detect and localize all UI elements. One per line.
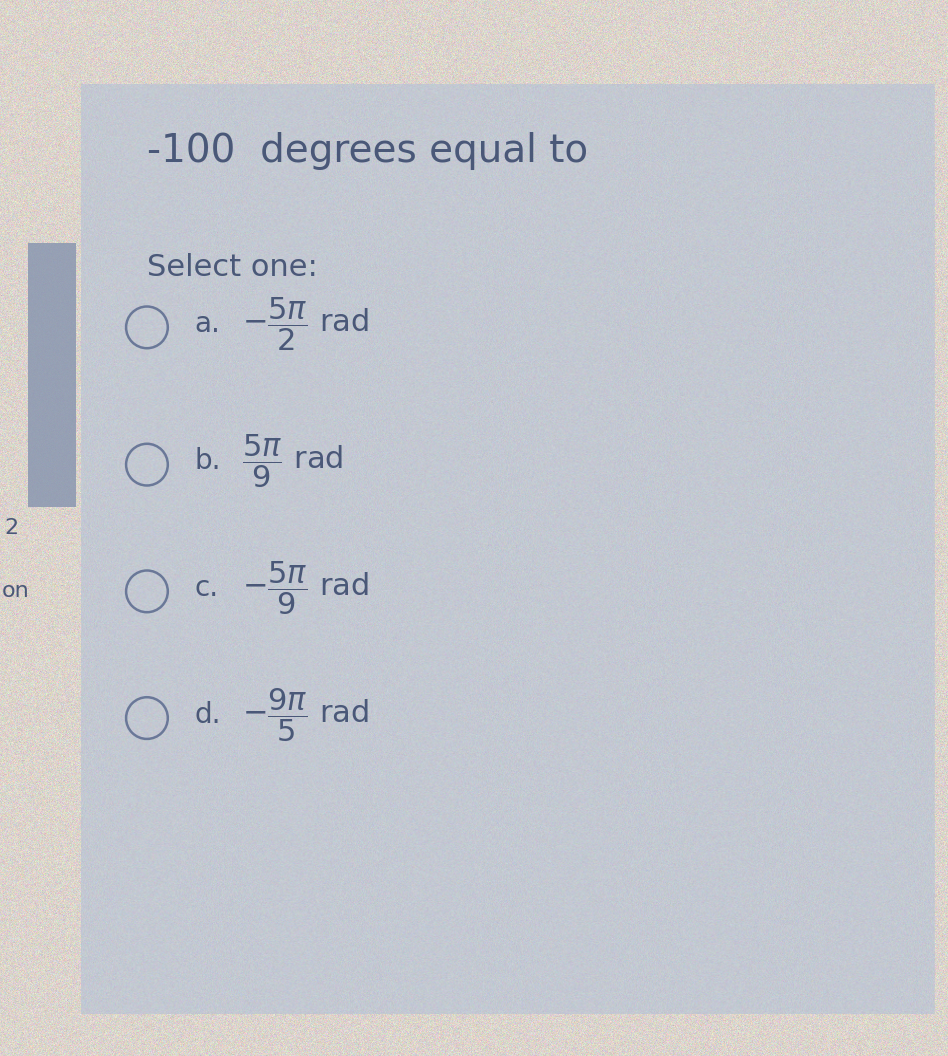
FancyBboxPatch shape: [81, 84, 934, 1014]
Text: 2: 2: [5, 518, 19, 538]
Text: c.: c.: [194, 574, 218, 602]
Text: a.: a.: [194, 310, 220, 338]
Text: $-\dfrac{9\pi}{5}\ \mathrm{rad}$: $-\dfrac{9\pi}{5}\ \mathrm{rad}$: [242, 686, 369, 743]
Text: b.: b.: [194, 448, 221, 475]
Text: $-\dfrac{5\pi}{9}\ \mathrm{rad}$: $-\dfrac{5\pi}{9}\ \mathrm{rad}$: [242, 560, 369, 617]
Text: $-\dfrac{5\pi}{2}\ \mathrm{rad}$: $-\dfrac{5\pi}{2}\ \mathrm{rad}$: [242, 296, 369, 353]
Text: d.: d.: [194, 701, 221, 729]
Text: Select one:: Select one:: [147, 253, 318, 282]
Text: $\dfrac{5\pi}{9}\ \mathrm{rad}$: $\dfrac{5\pi}{9}\ \mathrm{rad}$: [242, 433, 343, 490]
FancyBboxPatch shape: [28, 243, 76, 507]
Text: on: on: [2, 582, 29, 601]
Text: -100  degrees equal to: -100 degrees equal to: [147, 132, 588, 170]
